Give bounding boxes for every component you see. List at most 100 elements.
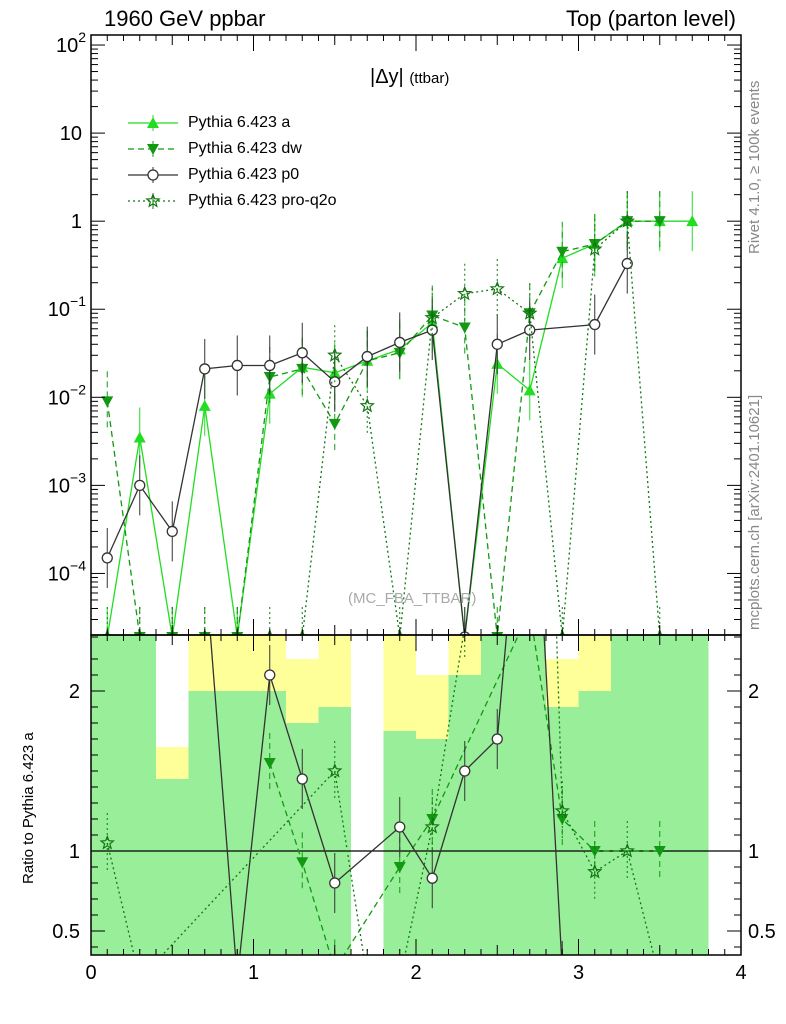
main-point-p0-6 — [296, 347, 308, 359]
ratio-point-proq2o-7 — [327, 762, 343, 778]
main-ytick-label-4: 1 — [71, 211, 82, 233]
ratio-ytick-label-right-2: 2 — [748, 681, 759, 703]
header-energy-label: 1960 GeV ppbar — [104, 6, 266, 31]
analysis-watermark: (MC_FBA_TTBAR) — [348, 590, 477, 607]
main-point-dw-11 — [458, 322, 471, 334]
ratio-ytick-label-left-2: 2 — [69, 681, 80, 703]
ratio-point-dw-6 — [296, 857, 309, 869]
main-point-dw-0 — [101, 396, 114, 408]
legend-label-proq2o: Pythia 6.423 pro-q2o — [188, 192, 337, 209]
ratio-point-dw-7 — [329, 964, 341, 975]
mcplots-reference-label: mcplots.cern.ch [arXiv:2401.10621] — [746, 394, 763, 630]
main-point-p0-5 — [264, 359, 276, 372]
main-point-a-3 — [198, 399, 211, 411]
main-ytick-label-0: 10−4 — [48, 557, 86, 585]
ratio-xtick-label-1: 1 — [248, 962, 259, 984]
main-point-proq2o-15 — [587, 241, 603, 256]
plot-title-main: |Δy| — [370, 66, 404, 88]
main-point-p0-1 — [134, 479, 146, 492]
rivet-version-label: Rivet 4.1.0, ≥ 100k events — [746, 80, 763, 254]
ratio-point-p0-3 — [200, 558, 210, 568]
main-point-a-18 — [686, 215, 699, 227]
plot-title: |Δy| (ttbar) — [370, 66, 449, 89]
ratio-point-p0-12 — [491, 733, 503, 745]
legend-marker-p0 — [147, 169, 159, 181]
ratio-point-p0-5 — [264, 669, 276, 681]
main-point-a-1 — [133, 431, 146, 443]
band-green-7 — [318, 707, 351, 955]
ratio-point-p0-9 — [394, 821, 406, 833]
main-point-dw-14 — [556, 246, 569, 258]
ratio-point-proq2o-0 — [99, 834, 115, 850]
ratio-ytick-label-right-0: 0.5 — [748, 921, 776, 943]
ratio-point-dw-17 — [653, 846, 666, 857]
main-point-dw-17 — [653, 216, 666, 228]
main-ytick-exponent-0: −4 — [70, 557, 86, 573]
ratio-point-proq2o-17 — [654, 973, 666, 985]
main-series-p0 — [101, 233, 633, 635]
main-ytick-exponent-2: −2 — [70, 381, 86, 397]
main-line-p0 — [106, 263, 628, 635]
ratio-ytick-label-left-0: 0.5 — [52, 921, 80, 943]
ratio-point-dw-13 — [524, 606, 536, 617]
main-point-proq2o-11 — [457, 285, 473, 301]
band-green-2 — [156, 779, 189, 955]
main-point-p0-4 — [231, 359, 243, 372]
legend-symbol-a — [128, 115, 178, 131]
main-point-p0-16 — [621, 257, 633, 270]
main-point-proq2o-10 — [424, 309, 440, 325]
band-green-16 — [611, 635, 644, 955]
ratio-point-dw-5 — [263, 758, 276, 769]
ratio-xtick-label-0: 0 — [85, 962, 96, 984]
legend-symbol-proq2o — [128, 192, 178, 209]
legend-label-a: Pythia 6.423 a — [188, 114, 291, 131]
legend-symbol-p0 — [128, 167, 178, 183]
main-point-p0-12 — [491, 338, 503, 350]
ratio-point-dw-15 — [588, 846, 601, 857]
main-point-p0-8 — [361, 350, 373, 363]
main-point-proq2o-13 — [522, 305, 538, 320]
ratio-point-p0-11 — [459, 765, 471, 777]
main-line-proq2o — [301, 219, 661, 635]
ratio-point-proq2o-8 — [361, 973, 373, 985]
band-green-17 — [643, 635, 676, 955]
main-ytick-label-3: 10−1 — [48, 293, 86, 321]
ratio-point-proq2o-9 — [394, 973, 406, 985]
main-point-p0-15 — [589, 318, 601, 331]
ratio-point-p0-4 — [232, 974, 242, 984]
main-point-proq2o-8 — [359, 397, 375, 413]
ratio-xtick-label-4: 4 — [735, 962, 746, 984]
ratio-point-proq2o-14 — [554, 802, 570, 818]
legend-label-p0: Pythia 6.423 p0 — [188, 166, 300, 183]
ratio-y-axis-label: Ratio to Pythia 6.423 a — [20, 732, 37, 884]
band-green-4 — [221, 691, 254, 955]
ratio-uncertainty-bands — [91, 635, 709, 955]
ratio-point-p0-6 — [296, 773, 308, 785]
header-process-label: Top (parton level) — [566, 6, 736, 31]
legend-marker-proq2o — [145, 192, 161, 208]
main-point-p0-2 — [166, 525, 178, 538]
ratio-point-proq2o-10 — [424, 818, 440, 834]
ratio-ytick-label-left-1: 1 — [69, 841, 80, 863]
ratio-plot-series — [99, 558, 666, 985]
legend-marker-dw — [147, 144, 159, 155]
band-green-18 — [676, 635, 709, 955]
ratio-series-p0 — [200, 558, 563, 984]
ratio-point-proq2o-15 — [587, 863, 603, 879]
ratio-point-p0-10 — [426, 872, 438, 884]
main-point-a-13 — [523, 384, 536, 396]
ratio-series-proq2o — [99, 635, 666, 985]
ratio-ytick-label-right-1: 1 — [748, 841, 759, 863]
main-plot-series — [99, 191, 699, 635]
main-point-proq2o-12 — [489, 280, 505, 296]
main-point-p0-9 — [394, 336, 406, 349]
ratio-xtick-label-2: 2 — [410, 962, 421, 984]
band-green-11 — [448, 675, 481, 955]
main-ytick-exponent-3: −1 — [70, 293, 86, 309]
ratio-point-proq2o-1 — [134, 973, 146, 985]
ratio-point-proq2o-16 — [619, 842, 635, 858]
band-green-3 — [188, 691, 221, 955]
main-point-proq2o-7 — [327, 347, 343, 362]
